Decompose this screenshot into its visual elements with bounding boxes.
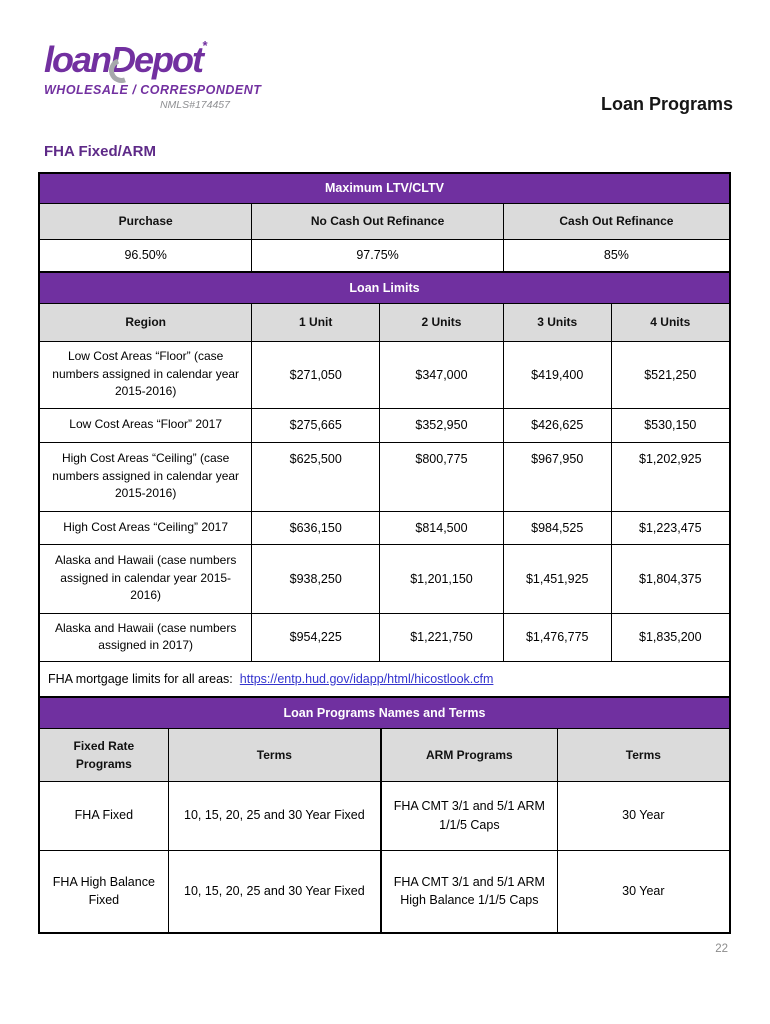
programs-table: Loan Programs Names and Terms Fixed Rate… [38,696,731,934]
limit-cell: $800,775 [379,441,504,512]
column-header-no-cash-out-refinance: No Cash Out Refinance [251,202,504,240]
arm-program-cell: FHA CMT 3/1 and 5/1 ARM 1/1/5 Caps [380,780,558,851]
logo-text-epot: epot [134,39,204,80]
table-row: FHA mortgage limits for all areas: https:… [38,660,731,698]
page-title: Loan Programs [600,94,733,114]
region-cell: High Cost Areas “Ceiling” (case numbers … [38,441,253,512]
column-header-terms-arm: Terms [556,727,731,782]
table-row: Low Cost Areas “Floor” 2017 $275,665 $35… [38,407,731,443]
loan-limits-title-bar: Loan Limits [38,271,731,304]
limit-cell: $419,400 [502,340,612,409]
table-row: Low Cost Areas “Floor” (case numbers ass… [38,340,731,409]
region-cell: Low Cost Areas “Floor” (case numbers ass… [38,340,253,409]
column-header-cash-out-refinance: Cash Out Refinance [502,202,731,240]
loan-limits-table: Loan Limits Region 1 Unit 2 Units 3 Unit… [38,271,731,698]
arm-program-cell: FHA CMT 3/1 and 5/1 ARM High Balance 1/1… [380,849,558,934]
table-row: FHA High Balance Fixed 10, 15, 20, 25 an… [38,849,731,934]
ltv-value-cash-out: 85% [502,238,731,273]
column-header-purchase: Purchase [38,202,253,240]
tables-container: Maximum LTV/CLTV Purchase No Cash Out Re… [38,172,731,934]
limit-cell: $352,950 [379,407,504,443]
fha-limits-label: FHA mortgage limits for all areas: [48,671,233,686]
column-header-2-units: 2 Units [379,302,504,342]
table-row: FHA Fixed 10, 15, 20, 25 and 30 Year Fix… [38,780,731,851]
region-cell: Alaska and Hawaii (case numbers assigned… [38,543,253,614]
limit-cell: $530,150 [610,407,731,443]
ltv-value-no-cash-out: 97.75% [251,238,504,273]
limit-cell: $521,250 [610,340,731,409]
table-row: Alaska and Hawaii (case numbers assigned… [38,543,731,614]
region-cell: High Cost Areas “Ceiling” 2017 [38,510,253,545]
loandepot-wordmark: loanDepot* [44,39,244,80]
column-header-3-units: 3 Units [502,302,612,342]
limit-cell: $954,225 [251,612,381,662]
table-row: High Cost Areas “Ceiling” (case numbers … [38,441,731,512]
limit-cell: $814,500 [379,510,504,545]
page-number: 22 [715,943,728,955]
limit-cell: $1,804,375 [610,543,731,614]
limit-cell: $1,202,925 [610,441,731,512]
limit-cell: $1,221,750 [379,612,504,662]
column-header-1-unit: 1 Unit [251,302,381,342]
logo-division-label: WHOLESALE / CORRESPONDENT [44,83,262,97]
limit-cell: $636,150 [251,510,381,545]
limit-cell: $967,950 [502,441,612,512]
column-header-region: Region [38,302,253,342]
fha-limits-link[interactable]: https://entp.hud.gov/idapp/html/hicostlo… [239,671,494,686]
ltv-value-purchase: 96.50% [38,238,253,273]
limit-cell: $1,476,775 [502,612,612,662]
arm-terms-cell: 30 Year [556,849,731,934]
limit-cell: $984,525 [502,510,612,545]
limit-cell: $625,500 [251,441,381,512]
limit-cell: $1,223,475 [610,510,731,545]
limit-cell: $1,201,150 [379,543,504,614]
region-cell: Low Cost Areas “Floor” 2017 [38,407,253,443]
limit-cell: $938,250 [251,543,381,614]
program-terms-cell: 10, 15, 20, 25 and 30 Year Fixed [167,780,382,851]
logo-text-loan: loan [44,39,112,80]
program-name-cell: FHA Fixed [38,780,169,851]
limit-cell: $1,451,925 [502,543,612,614]
column-header-4-units: 4 Units [610,302,731,342]
region-cell: Alaska and Hawaii (case numbers assigned… [38,612,253,662]
program-name-cell: FHA High Balance Fixed [38,849,169,934]
column-header-fixed-rate-programs: Fixed Rate Programs [38,727,169,782]
loandepot-logo: loanDepot* WHOLESALE / CORRESPONDENT NML… [44,39,262,111]
column-header-arm-programs: ARM Programs [380,727,558,782]
logo-d-swoosh-icon: D [110,39,136,80]
logo-nmls-number: NMLS#174457 [159,99,230,111]
limit-cell: $271,050 [251,340,381,409]
column-header-terms-fixed: Terms [167,727,382,782]
arm-terms-cell: 30 Year [556,780,731,851]
limit-cell: $347,000 [379,340,504,409]
program-terms-cell: 10, 15, 20, 25 and 30 Year Fixed [167,849,382,934]
trademark-icon: * [202,38,208,53]
programs-title-bar: Loan Programs Names and Terms [38,696,731,729]
ltv-table-title-bar: Maximum LTV/CLTV [38,172,731,204]
section-title: FHA Fixed/ARM [44,143,156,160]
table-row: Alaska and Hawaii (case numbers assigned… [38,612,731,662]
table-row: High Cost Areas “Ceiling” 2017 $636,150 … [38,510,731,545]
ltv-table: Maximum LTV/CLTV Purchase No Cash Out Re… [38,172,731,273]
limit-cell: $426,625 [502,407,612,443]
limit-cell: $275,665 [251,407,381,443]
limit-cell: $1,835,200 [610,612,731,662]
